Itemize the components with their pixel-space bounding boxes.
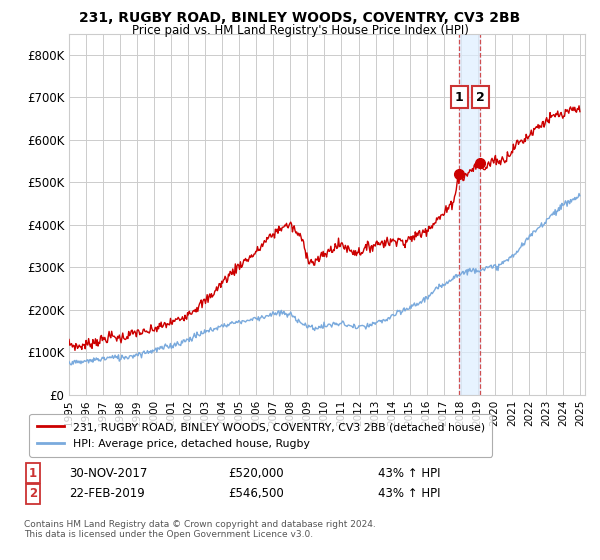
Text: 2: 2 <box>29 487 37 501</box>
Bar <box>460 34 480 395</box>
Text: 1: 1 <box>455 91 464 104</box>
Text: £520,000: £520,000 <box>228 466 284 480</box>
Text: Price paid vs. HM Land Registry's House Price Index (HPI): Price paid vs. HM Land Registry's House … <box>131 24 469 36</box>
Text: 43% ↑ HPI: 43% ↑ HPI <box>378 487 440 501</box>
Text: £546,500: £546,500 <box>228 487 284 501</box>
Text: 43% ↑ HPI: 43% ↑ HPI <box>378 466 440 480</box>
Text: 231, RUGBY ROAD, BINLEY WOODS, COVENTRY, CV3 2BB: 231, RUGBY ROAD, BINLEY WOODS, COVENTRY,… <box>79 11 521 25</box>
Text: 22-FEB-2019: 22-FEB-2019 <box>69 487 145 501</box>
Text: 1: 1 <box>29 466 37 480</box>
Legend: 231, RUGBY ROAD, BINLEY WOODS, COVENTRY, CV3 2BB (detached house), HPI: Average : 231, RUGBY ROAD, BINLEY WOODS, COVENTRY,… <box>29 414 493 456</box>
Text: 2: 2 <box>476 91 485 104</box>
Text: 30-NOV-2017: 30-NOV-2017 <box>69 466 148 480</box>
Text: Contains HM Land Registry data © Crown copyright and database right 2024.
This d: Contains HM Land Registry data © Crown c… <box>24 520 376 539</box>
